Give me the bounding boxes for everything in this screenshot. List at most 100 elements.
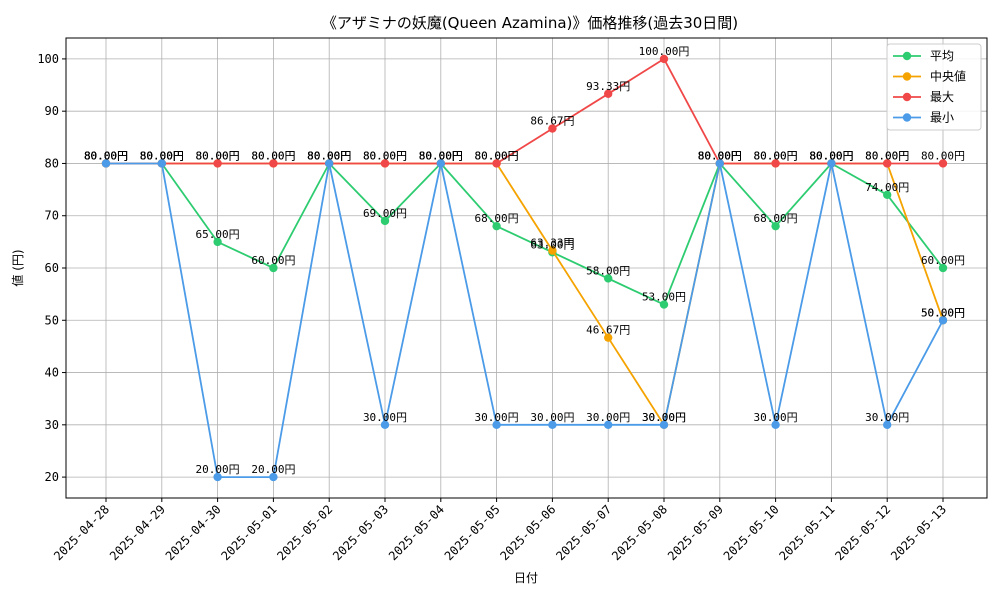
data-label: 50.00円 <box>921 306 965 319</box>
data-point <box>325 159 334 168</box>
data-label: 80.00円 <box>754 149 798 162</box>
data-point <box>883 190 892 200</box>
data-label: 30.00円 <box>475 411 519 424</box>
data-label: 50.00円 <box>921 306 965 319</box>
data-label: 80.00円 <box>475 149 519 162</box>
data-label: 68.00円 <box>475 212 519 225</box>
data-point <box>883 159 892 168</box>
series-line <box>106 58 943 165</box>
data-label: 20.00円 <box>196 463 240 476</box>
data-label: 86.67円 <box>530 115 574 128</box>
data-label: 80.00円 <box>363 149 407 162</box>
data-point <box>659 420 669 430</box>
data-point <box>548 124 557 133</box>
data-label: 80.00円 <box>140 149 184 162</box>
data-point <box>604 274 613 283</box>
legend-box <box>886 43 982 131</box>
data-label: 80.00円 <box>84 149 128 162</box>
legend-label: 平均 <box>930 49 954 63</box>
data-label: 80.00円 <box>809 149 853 162</box>
data-label: 58.00円 <box>586 264 630 277</box>
series-lines <box>101 54 948 482</box>
data-label: 30.00円 <box>865 411 909 424</box>
data-label: 53.00円 <box>642 291 686 304</box>
data-label: 80.00円 <box>307 149 351 162</box>
data-point <box>938 159 948 168</box>
data-label: 80.00円 <box>196 149 240 162</box>
data-point <box>604 89 613 98</box>
chart-title: 《アザミナの妖魔(Queen Azamina)》価格推移(過去30日間) <box>322 14 738 32</box>
data-point <box>380 216 390 226</box>
data-point <box>771 221 780 231</box>
data-label: 80.00円 <box>140 149 184 162</box>
data-label: 80.00円 <box>698 149 742 162</box>
data-label: 80.00円 <box>363 149 407 162</box>
data-point <box>938 316 948 325</box>
data-point <box>492 221 501 231</box>
data-label: 80.00円 <box>84 149 128 162</box>
data-label: 80.00円 <box>419 149 463 162</box>
data-label: 80.00円 <box>698 149 742 162</box>
legend-swatch-marker <box>902 92 912 102</box>
y-tick-label: 100 <box>37 52 59 66</box>
data-point <box>548 246 557 255</box>
data-label: 30.00円 <box>530 411 574 424</box>
data-label: 30.00円 <box>754 411 798 424</box>
data-label: 80.00円 <box>84 149 128 162</box>
data-label: 80.00円 <box>251 149 295 162</box>
data-point <box>213 237 222 247</box>
data-label: 80.00円 <box>809 149 853 162</box>
data-label: 80.00円 <box>419 149 463 162</box>
data-label: 68.00円 <box>754 212 798 225</box>
y-tick-label: 60 <box>45 261 59 275</box>
data-label: 20.00円 <box>251 463 295 476</box>
data-label: 80.00円 <box>921 149 965 162</box>
data-label: 74.00円 <box>865 181 909 194</box>
data-point <box>269 263 278 273</box>
data-point <box>436 159 445 168</box>
data-point <box>269 159 278 168</box>
legend-label: 最大 <box>930 90 954 104</box>
data-point <box>157 159 166 168</box>
data-label: 93.33円 <box>586 80 630 93</box>
data-label: 30.00円 <box>642 411 686 424</box>
y-tick-label: 40 <box>45 366 59 380</box>
data-label: 80.00円 <box>475 149 519 162</box>
data-label: 80.00円 <box>84 149 128 162</box>
data-label: 80.00円 <box>865 149 909 162</box>
data-point <box>548 420 557 430</box>
data-label: 80.00円 <box>307 149 351 162</box>
data-label: 69.00円 <box>363 207 407 220</box>
data-point <box>659 54 669 64</box>
y-axis-label: 値 (円) <box>10 249 25 286</box>
data-label: 30.00円 <box>642 411 686 424</box>
data-label: 60.00円 <box>921 254 965 267</box>
data-point <box>771 420 780 430</box>
y-tick-label: 80 <box>45 156 59 170</box>
data-point <box>938 263 948 273</box>
data-point <box>213 472 222 482</box>
data-point <box>269 472 278 482</box>
y-tick-label: 90 <box>45 104 59 118</box>
legend-swatch-marker <box>902 72 912 81</box>
data-point <box>883 420 892 430</box>
data-label: 100.00円 <box>639 45 690 58</box>
data-label: 80.00円 <box>698 149 742 162</box>
data-point <box>659 300 669 309</box>
legend-label: 最小 <box>930 111 954 125</box>
data-point <box>827 159 836 168</box>
data-label: 80.00円 <box>419 149 463 162</box>
data-label: 80.00円 <box>140 149 184 162</box>
data-label: 30.00円 <box>363 411 407 424</box>
data-label: 63.00円 <box>530 238 574 251</box>
data-label: 60.00円 <box>251 254 295 267</box>
data-point <box>101 159 111 168</box>
data-label: 80.00円 <box>809 149 853 162</box>
data-point <box>604 420 613 430</box>
y-tick-label: 50 <box>45 313 59 327</box>
data-label: 80.00円 <box>307 149 351 162</box>
legend-swatch-marker <box>902 113 912 122</box>
